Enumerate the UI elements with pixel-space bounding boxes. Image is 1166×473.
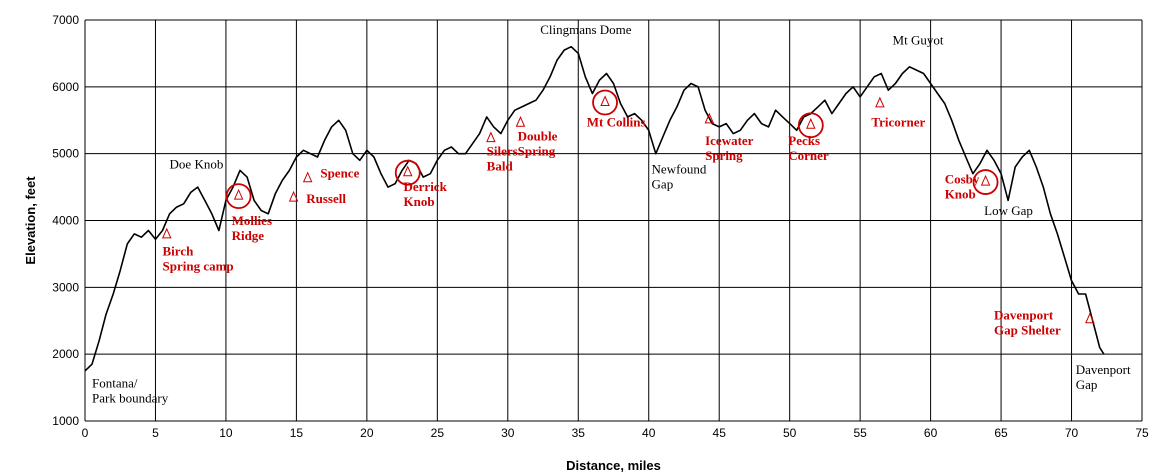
shelter-label: Double bbox=[518, 128, 558, 143]
place-label: Clingmans Dome bbox=[540, 22, 632, 37]
shelter-label: Birch bbox=[163, 243, 195, 258]
shelter-label: Ridge bbox=[232, 228, 265, 243]
shelter-triangle-icon bbox=[486, 131, 496, 143]
shelter-triangle-icon bbox=[1085, 312, 1095, 324]
x-axis-title: Distance, miles bbox=[566, 458, 661, 473]
x-tick-label: 45 bbox=[713, 426, 727, 440]
shelter-triangle-icon bbox=[302, 171, 313, 183]
shelter-label: Bald bbox=[487, 159, 514, 174]
x-tick-label: 70 bbox=[1065, 426, 1079, 440]
shelter-label: Silers bbox=[487, 144, 518, 159]
x-tick-label: 65 bbox=[994, 426, 1008, 440]
x-tick-label: 75 bbox=[1135, 426, 1149, 440]
place-label: Doe Knob bbox=[170, 156, 224, 171]
shelter-triangle-icon bbox=[704, 112, 715, 124]
x-tick-label: 30 bbox=[501, 426, 515, 440]
shelter-label: Knob bbox=[404, 194, 435, 209]
shelter-highlight-circle bbox=[225, 183, 252, 210]
shelter-label: Gap Shelter bbox=[994, 322, 1061, 337]
gridlines bbox=[84, 19, 1143, 422]
y-tick-label: 7000 bbox=[52, 13, 79, 27]
x-tick-label: 20 bbox=[360, 426, 374, 440]
x-tick-label: 15 bbox=[290, 426, 304, 440]
elevation-series-line bbox=[84, 45, 1105, 372]
place-labels: Fontana/Park boundary Doe Knob Clingmans D… bbox=[92, 22, 1131, 406]
shelter-triangle-icon bbox=[288, 190, 299, 202]
y-tick-label: 5000 bbox=[52, 147, 79, 161]
x-tick-label: 5 bbox=[152, 426, 159, 440]
place-label: Davenport bbox=[1076, 362, 1131, 377]
shelter-label: Cosby bbox=[945, 172, 980, 187]
shelter-triangle-icon bbox=[402, 165, 413, 177]
y-tick-label: 4000 bbox=[52, 214, 79, 228]
x-tick-label: 55 bbox=[853, 426, 867, 440]
place-label: Park boundary bbox=[92, 391, 169, 406]
shelter-triangle-icon bbox=[875, 96, 885, 108]
shelter-triangle-icon bbox=[806, 118, 816, 129]
shelter-triangle-icon bbox=[161, 227, 172, 239]
shelter-highlight-circle bbox=[394, 159, 421, 186]
shelter-label: Tricorner bbox=[871, 114, 925, 129]
shelter-label: Mt Collins bbox=[587, 114, 646, 129]
shelter-label: Davenport bbox=[994, 307, 1054, 322]
y-tick-label: 3000 bbox=[52, 280, 79, 294]
place-label: Gap bbox=[652, 177, 674, 192]
shelter-label: Spence bbox=[320, 166, 359, 181]
shelter-triangle-icon bbox=[515, 116, 526, 127]
shelter-label: Spring bbox=[518, 143, 556, 158]
shelter-highlight-circle bbox=[972, 169, 999, 195]
place-label: Mt Guyot bbox=[893, 33, 944, 48]
shelter-triangle-icon bbox=[980, 174, 991, 186]
shelter-highlight-circle bbox=[797, 112, 824, 139]
shelter-label: Corner bbox=[788, 148, 829, 163]
shelter-highlight-circle bbox=[592, 89, 618, 116]
place-label: Newfound bbox=[652, 162, 707, 177]
shelter-label: Icewater bbox=[705, 133, 754, 148]
shelter-label: Spring camp bbox=[163, 258, 234, 273]
x-tick-label: 0 bbox=[82, 426, 89, 440]
place-label: Gap bbox=[1076, 377, 1098, 392]
x-tick-label: 40 bbox=[642, 426, 656, 440]
y-tick-label: 6000 bbox=[52, 80, 79, 94]
shelter-label: Knob bbox=[945, 187, 976, 202]
x-tick-label: 10 bbox=[219, 426, 233, 440]
y-tick-label: 1000 bbox=[52, 414, 79, 428]
shelter-triangle-icon bbox=[600, 95, 610, 107]
shelter-triangle-icon bbox=[233, 188, 244, 200]
place-label: Fontana/ bbox=[92, 376, 138, 391]
shelter-label: Derrick bbox=[404, 179, 448, 194]
x-tick-label: 60 bbox=[924, 426, 938, 440]
shelter-label: Pecks bbox=[788, 133, 820, 148]
shelter-label: Mollies bbox=[232, 213, 272, 228]
y-tick-label: 2000 bbox=[52, 347, 79, 361]
y-axis-title: Elevation, feet bbox=[23, 176, 38, 265]
shelter-label: Spring bbox=[705, 148, 743, 163]
place-label: Low Gap bbox=[984, 203, 1033, 218]
axis-ticks: 0 5 10 15 20 25 30 35 40 45 50 55 60 65 70 75 1000 2000 30… bbox=[52, 13, 1149, 440]
x-tick-label: 50 bbox=[783, 426, 797, 440]
x-tick-label: 35 bbox=[572, 426, 586, 440]
x-tick-label: 25 bbox=[431, 426, 445, 440]
shelter-label: Russell bbox=[306, 191, 346, 206]
